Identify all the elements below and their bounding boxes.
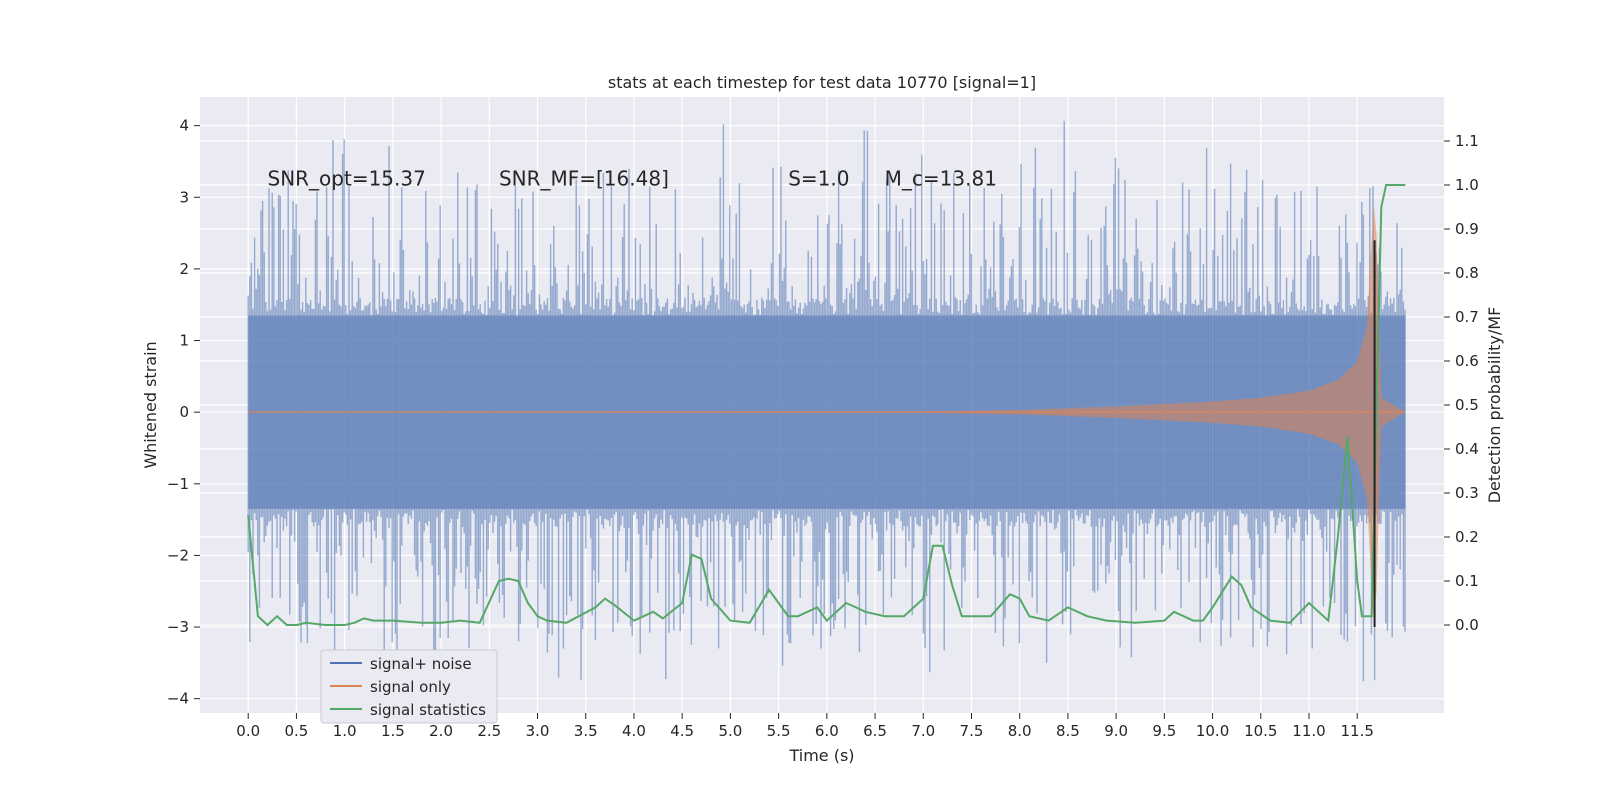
x-tick-label: 11.5 — [1341, 722, 1374, 740]
x-tick-label: 3.5 — [574, 722, 598, 740]
y2-tick-label: 0.7 — [1455, 308, 1479, 326]
x-tick-label: 8.0 — [1008, 722, 1032, 740]
y2-tick-label: 0.0 — [1455, 616, 1479, 634]
annotation-label: SNR_MF=[16.48] — [499, 166, 669, 190]
x-tick-label: 8.5 — [1056, 722, 1080, 740]
y2-axis-ticks: 0.0 0.1 0.2 0.3 0.4 0.5 0.6 0.7 0.8 0.9 1.0 1.1 — [1444, 132, 1479, 634]
y2-tick-label: 0.1 — [1455, 572, 1479, 590]
x-tick-label: 9.0 — [1104, 722, 1128, 740]
legend-label-signal-statistics: signal statistics — [370, 701, 486, 719]
y2-tick-label: 1.1 — [1455, 132, 1479, 150]
y-tick-label: −2 — [167, 546, 189, 564]
y2-tick-label: 0.8 — [1455, 264, 1479, 282]
x-axis-ticks: 0.0 0.5 1.0 1.5 2.0 2.5 3.0 3.5 4.0 4.5 5.0 5.5 6.0 6… — [236, 713, 1374, 740]
annotation-label: SNR_opt=15.37 — [268, 166, 426, 190]
y-tick-label: −1 — [167, 475, 189, 493]
y2-axis-label: Detection probability/MF — [1485, 307, 1504, 504]
x-axis-label: Time (s) — [788, 746, 854, 765]
series-signal-statistics — [247, 184, 1406, 627]
y2-tick-label: 0.4 — [1455, 440, 1479, 458]
x-tick-label: 6.0 — [815, 722, 839, 740]
x-tick-label: 0.0 — [236, 722, 260, 740]
legend-label-signal-only: signal only — [370, 678, 451, 696]
y-tick-label: −4 — [167, 690, 189, 708]
x-tick-label: 2.5 — [477, 722, 501, 740]
y-tick-label: 1 — [179, 332, 189, 350]
y2-tick-label: 0.3 — [1455, 484, 1479, 502]
x-tick-label: 3.0 — [526, 722, 550, 740]
y2-tick-label: 0.6 — [1455, 352, 1479, 370]
x-tick-label: 4.5 — [670, 722, 694, 740]
y2-tick-label: 0.5 — [1455, 396, 1479, 414]
annotation-label: M_c=13.81 — [885, 166, 997, 190]
x-tick-label: 4.0 — [622, 722, 646, 740]
x-tick-label: 0.5 — [285, 722, 309, 740]
y-tick-label: −3 — [167, 618, 189, 636]
x-tick-label: 1.5 — [381, 722, 405, 740]
x-tick-label: 10.5 — [1244, 722, 1277, 740]
y-axis-label: Whitened strain — [141, 341, 160, 468]
legend: signal+ noise signal only signal statist… — [320, 649, 498, 724]
x-tick-label: 5.5 — [767, 722, 791, 740]
x-tick-label: 10.0 — [1196, 722, 1229, 740]
y-tick-label: 2 — [179, 260, 189, 278]
y2-tick-label: 0.2 — [1455, 528, 1479, 546]
x-tick-label: 2.0 — [429, 722, 453, 740]
x-tick-label: 11.0 — [1292, 722, 1325, 740]
x-tick-label: 7.5 — [960, 722, 984, 740]
legend-box — [320, 649, 498, 724]
chart-title: stats at each timestep for test data 107… — [608, 73, 1036, 92]
y-tick-label: 4 — [179, 117, 189, 135]
x-tick-label: 1.0 — [333, 722, 357, 740]
annotations: SNR_opt=15.37 SNR_MF=[16.48] S=1.0 M_c=13.8… — [268, 166, 997, 190]
series-signal-only — [248, 206, 1406, 618]
y2-tick-label: 0.9 — [1455, 220, 1479, 238]
y2-tick-label: 1.0 — [1455, 176, 1479, 194]
x-tick-label: 9.5 — [1152, 722, 1176, 740]
y-tick-label: 0 — [179, 403, 189, 421]
legend-label-signal-noise: signal+ noise — [370, 655, 472, 673]
x-tick-label: 7.0 — [911, 722, 935, 740]
annotation-label: S=1.0 — [788, 166, 849, 190]
x-tick-label: 6.5 — [863, 722, 887, 740]
x-tick-label: 5.0 — [718, 722, 742, 740]
y-tick-label: 3 — [179, 188, 189, 206]
y-axis-ticks: −4 −3 −2 −1 0 1 2 3 4 — [167, 117, 200, 708]
